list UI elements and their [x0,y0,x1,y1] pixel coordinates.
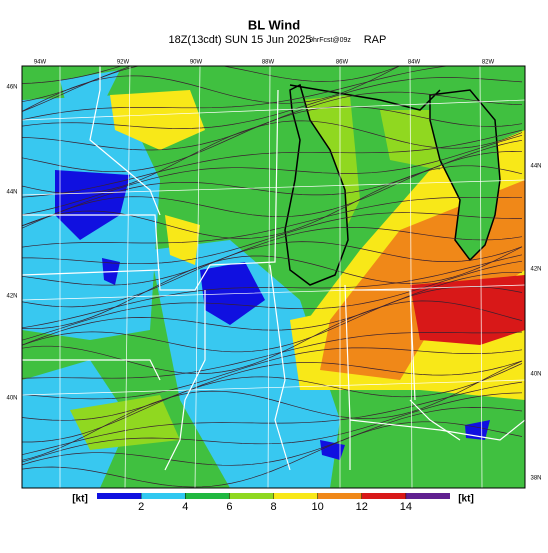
lon-label: 82W [482,60,495,66]
streamline [22,66,451,121]
colorbar-tick-label: 10 [312,501,324,513]
colorbar-tick-label: 8 [270,501,276,513]
streamline [22,392,523,463]
streamline [22,300,523,374]
colorbar-tick-label: 4 [182,501,188,513]
colorbar-unit: [kt] [458,494,474,505]
streamline [22,212,523,265]
streamline [22,286,523,353]
map-frame [21,65,526,489]
streamline [22,254,523,329]
lat-label: 46N [6,85,17,91]
colorbar-bin [273,493,318,499]
lat-label: 42N [6,294,17,300]
forecast: 9hrFcst@09z [309,37,351,44]
streamline [22,151,523,229]
lon-label: 86W [336,60,349,66]
streamline [22,331,523,379]
streamline [22,77,523,129]
colorbar-tick-label: 14 [400,501,412,513]
colorbar-bin [317,493,362,499]
colorbar-unit: [kt] [72,494,88,505]
streamline [22,106,523,173]
colorbar-bin [229,493,274,499]
streamline [22,360,523,421]
lat-label: 42N [530,267,541,273]
colorbar-bin [185,493,230,499]
lon-label: 90W [190,60,203,66]
streamline [22,66,123,84]
streamline [22,271,522,346]
streamline [22,241,523,308]
streamline [22,360,523,461]
lat-label: 40N [530,372,541,378]
colorbar-tick-label: 12 [356,501,368,513]
streamline [22,421,523,488]
lon-label: 88W [262,60,275,66]
colorbar-tick-label: 2 [138,501,144,513]
streamline [22,381,523,456]
streamline [22,66,401,112]
streamline [22,226,523,286]
lat-label: 44N [6,190,17,196]
colorbar-tick-label: 6 [226,501,232,513]
streamline [22,347,523,400]
lat-label: 44N [530,164,541,170]
streamline [22,196,522,248]
colorbar-bin [405,493,450,499]
map [22,66,525,488]
subtitle: 18Z(13cdt) SUN 15 Jun 2025 [168,34,311,46]
lon-label: 84W [408,60,421,66]
lon-label: 94W [34,60,47,66]
colorbar-bin [97,493,142,499]
colorbar-bin [141,493,186,499]
streamline [22,246,523,330]
streamline [22,407,523,466]
lon-label: 92W [117,60,130,66]
lat-label: 38N [530,476,541,482]
colorbar-bin [361,493,406,499]
streamline [22,260,523,341]
lat-label: 40N [6,396,17,402]
model: RAP [364,34,387,46]
streamline [22,129,523,198]
streamline [22,165,523,239]
title: BL Wind [248,17,300,32]
